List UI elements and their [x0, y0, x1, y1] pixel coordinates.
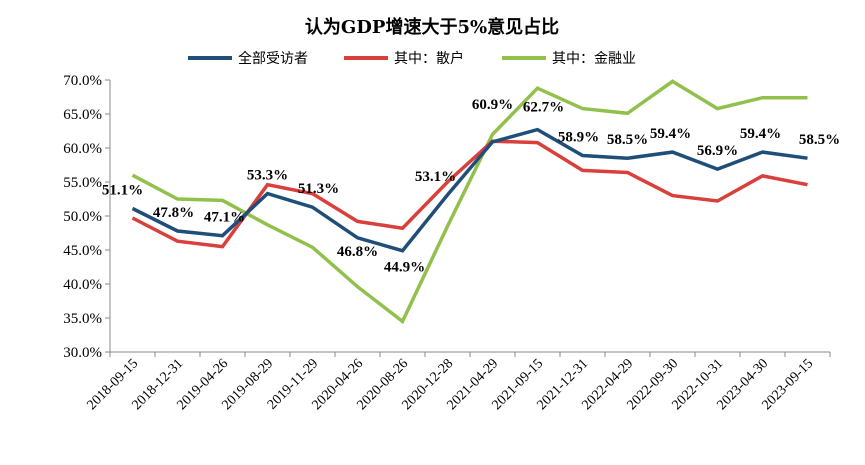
data-label: 56.9%: [697, 143, 738, 159]
data-label: 58.5%: [607, 132, 648, 148]
data-label: 59.4%: [740, 126, 781, 142]
data-label: 53.1%: [415, 169, 456, 185]
data-label: 47.1%: [204, 210, 245, 226]
data-label: 44.9%: [384, 260, 425, 276]
data-label: 51.3%: [298, 181, 339, 197]
data-label: 58.5%: [799, 132, 840, 148]
data-label: 53.3%: [247, 168, 288, 184]
series-line-0: [131, 127, 808, 253]
data-label: 62.7%: [523, 100, 564, 116]
y-tick-label: 55.0%: [63, 175, 102, 191]
y-tick-label: 40.0%: [63, 277, 102, 293]
legend-label-1: 其中：散户: [394, 50, 464, 67]
data-label: 46.8%: [337, 244, 378, 260]
y-tick-label: 35.0%: [63, 311, 102, 327]
y-tick-label: 60.0%: [63, 141, 102, 157]
chart-title: 认为GDP增速大于5%意见占比: [305, 16, 559, 38]
y-tick-label: 65.0%: [63, 107, 102, 123]
data-label: 60.9%: [472, 97, 513, 113]
y-axis-ticks: 30.0% 35.0% 40.0% 45.0% 50.0% 55.0% 60.0% 65.0%…: [63, 73, 110, 361]
data-labels: 51.1% 47.8% 47.1% 53.3% 51.3% 46.8% 44.9% 53.1%…: [102, 97, 840, 276]
legend-label-2: 其中：金融业: [552, 51, 636, 67]
legend-label-0: 全部受访者: [238, 50, 308, 67]
y-tick-label: 30.0%: [63, 345, 102, 361]
data-label: 47.8%: [153, 205, 194, 221]
legend: 全部受访者 其中：散户 其中：金融业: [188, 50, 636, 67]
y-tick-label: 50.0%: [63, 209, 102, 225]
series-lines: [131, 79, 808, 325]
data-label: 58.9%: [558, 129, 599, 145]
data-label: 51.1%: [102, 183, 143, 199]
data-label: 59.4%: [650, 126, 691, 142]
x-axis-ticks: 2018-09-152018-12-312019-04-262019-08-29…: [85, 352, 831, 413]
y-tick-label: 70.0%: [63, 73, 102, 89]
y-tick-label: 45.0%: [63, 243, 102, 259]
